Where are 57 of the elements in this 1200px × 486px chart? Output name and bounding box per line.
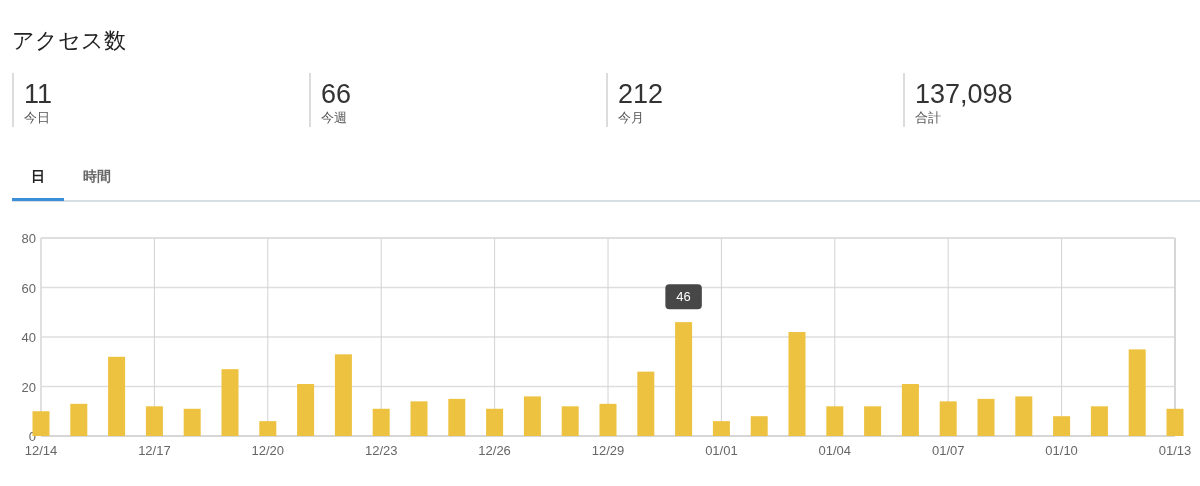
x-tick-label: 12/14 (24, 443, 58, 458)
bar (183, 408, 201, 436)
bar (1166, 408, 1184, 436)
x-tick-label: 01/10 (1045, 443, 1078, 458)
bar (145, 406, 163, 436)
y-tick-label: 60 (21, 280, 36, 296)
y-tick-label: 40 (21, 330, 36, 345)
bar (750, 416, 768, 436)
y-tick-label: 80 (21, 231, 36, 246)
bar (297, 384, 315, 436)
bar (788, 332, 806, 436)
bar (372, 408, 390, 436)
bar (1128, 349, 1146, 436)
bar (826, 406, 844, 436)
bar (486, 408, 504, 436)
x-tick-label: 01/04 (818, 443, 852, 458)
category-label: 今週 (321, 110, 347, 125)
bar (448, 398, 466, 436)
x-tick-label: 12/23 (364, 443, 398, 458)
x-tick-label: 12/17 (138, 443, 171, 458)
bar (939, 401, 957, 436)
bar (334, 354, 352, 436)
bar (561, 406, 579, 436)
text: 212 (618, 79, 664, 109)
x-tick-label: 01/07 (931, 443, 965, 458)
x-tick-label: 12/26 (478, 443, 511, 458)
category-label: 今月 (618, 110, 644, 125)
bar (410, 401, 428, 436)
x-tick-label: 12/29 (591, 443, 625, 458)
text: 66 (321, 79, 352, 109)
bar (599, 403, 617, 436)
x-tick-label: 01/01 (705, 443, 738, 458)
category-label: 今日 (24, 110, 50, 125)
bar (712, 421, 730, 436)
text: アクセス数 (12, 28, 126, 53)
bar (523, 396, 541, 436)
bar (977, 398, 995, 436)
x-tick-label: 12/20 (251, 443, 285, 458)
data-label: 46 (676, 289, 691, 305)
text: 時間 (83, 168, 111, 184)
y-tick-label: 20 (21, 379, 36, 395)
bar (1053, 416, 1071, 436)
bar (901, 384, 919, 436)
text: 11 (24, 79, 53, 109)
bar (864, 406, 882, 436)
bar (259, 421, 277, 436)
bar (1090, 406, 1108, 436)
text: 137,098 (915, 79, 1013, 109)
text: 日 (31, 168, 45, 184)
bar (108, 356, 126, 436)
x-tick-label: 01/13 (1158, 443, 1192, 458)
bar (675, 322, 693, 436)
category-label: 合計 (915, 110, 941, 125)
bar (1015, 396, 1033, 436)
bar (70, 403, 88, 436)
bar (221, 369, 239, 436)
bar (637, 371, 655, 436)
